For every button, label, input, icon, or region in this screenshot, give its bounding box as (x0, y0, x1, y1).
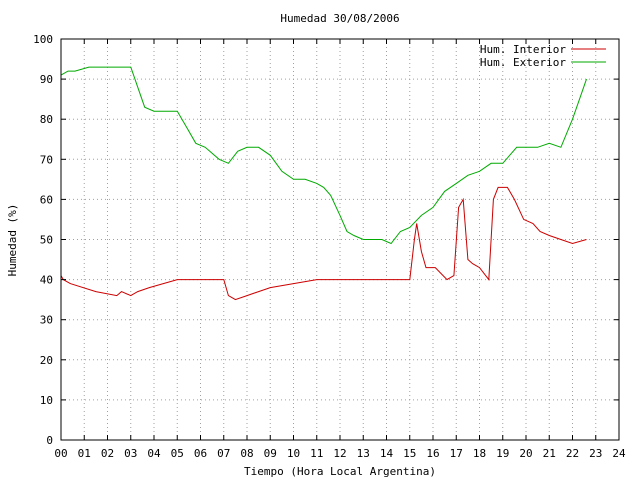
y-tick-label: 40 (40, 274, 53, 287)
legend-label: Hum. Interior (480, 43, 566, 56)
x-tick-label: 05 (171, 447, 184, 460)
x-tick-label: 01 (78, 447, 91, 460)
y-tick-label: 90 (40, 73, 53, 86)
x-tick-label: 15 (403, 447, 416, 460)
x-tick-label: 10 (287, 447, 300, 460)
x-tick-label: 24 (612, 447, 626, 460)
y-tick-label: 60 (40, 193, 53, 206)
data-series (60, 66, 587, 301)
x-tick-label: 13 (357, 447, 370, 460)
legend-label: Hum. Exterior (480, 56, 566, 69)
x-tick-label: 16 (426, 447, 439, 460)
x-tick-label: 09 (264, 447, 277, 460)
x-tick-label: 07 (217, 447, 230, 460)
y-tick-label: 20 (40, 354, 53, 367)
x-axis-label: Tiempo (Hora Local Argentina) (244, 465, 436, 478)
x-tick-label: 08 (240, 447, 253, 460)
y-tick-label: 100 (33, 33, 53, 46)
x-tick-label: 06 (194, 447, 207, 460)
x-tick-label: 00 (54, 447, 67, 460)
series-line-hum-interior (60, 186, 587, 301)
x-tick-label: 14 (380, 447, 394, 460)
x-tick-label: 19 (496, 447, 509, 460)
y-tick-label: 70 (40, 153, 53, 166)
y-tick-label: 80 (40, 113, 53, 126)
x-tick-label: 11 (310, 447, 323, 460)
x-tick-label: 02 (101, 447, 114, 460)
y-tick-label: 30 (40, 314, 53, 327)
x-tick-label: 23 (589, 447, 602, 460)
x-tick-label: 22 (566, 447, 579, 460)
x-tick-label: 21 (543, 447, 556, 460)
x-tick-label: 20 (519, 447, 532, 460)
x-tick-label: 04 (147, 447, 161, 460)
y-tick-label: 50 (40, 234, 53, 247)
x-tick-label: 03 (124, 447, 137, 460)
y-axis-label: Humedad (%) (6, 204, 19, 277)
chart-title: Humedad 30/08/2006 (280, 12, 399, 25)
axes: 0 10 20 30 40 50 60 70 80 90 100 00 01 02 03 04 05 06 07 08… (33, 33, 626, 460)
x-tick-label: 18 (473, 447, 486, 460)
x-tick-label: 12 (333, 447, 346, 460)
y-tick-label: 10 (40, 394, 53, 407)
grid-lines (61, 39, 619, 440)
series-line-hum-exterior (60, 66, 587, 245)
y-tick-label: 0 (46, 434, 53, 447)
x-tick-label: 17 (450, 447, 463, 460)
